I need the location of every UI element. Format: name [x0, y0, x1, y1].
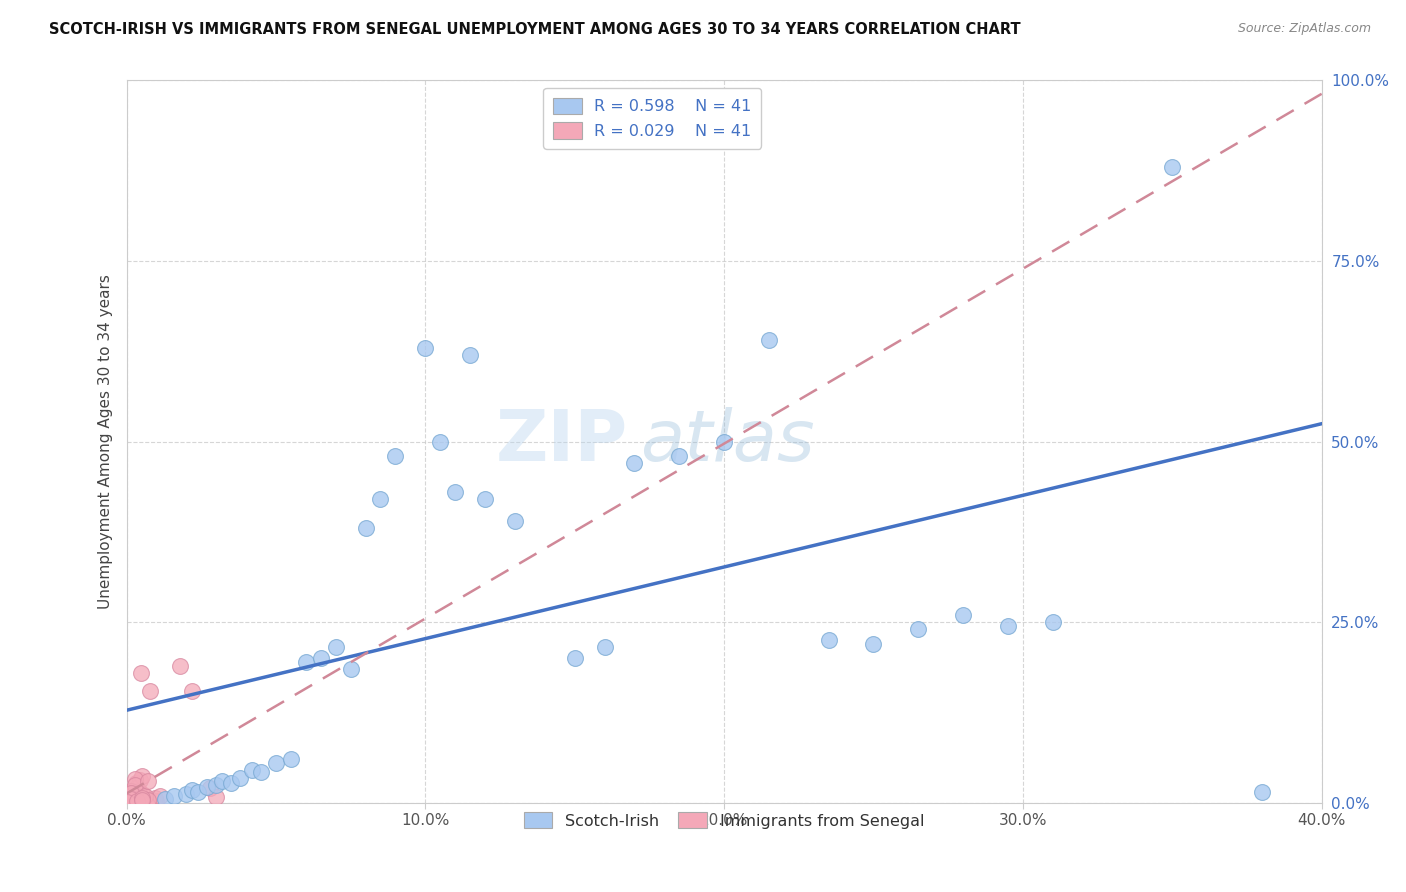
Point	[181, 683, 204, 698]
Point	[136, 773, 159, 788]
Point	[124, 778, 146, 792]
Point	[294, 655, 316, 669]
Point	[817, 633, 839, 648]
Point	[149, 789, 172, 804]
Point	[713, 434, 735, 449]
Point	[593, 640, 616, 655]
Point	[205, 790, 228, 805]
Point	[668, 449, 690, 463]
Point	[564, 651, 586, 665]
Point	[264, 756, 287, 770]
Point	[354, 521, 377, 535]
Point	[121, 786, 143, 800]
Point	[240, 764, 263, 778]
Point	[115, 795, 138, 809]
Text: atlas: atlas	[640, 407, 815, 476]
Point	[339, 662, 361, 676]
Point	[169, 658, 191, 673]
Point	[120, 784, 142, 798]
Point	[117, 788, 139, 802]
Point	[125, 789, 148, 804]
Point	[415, 341, 437, 355]
Point	[120, 787, 142, 801]
Point	[623, 456, 645, 470]
Point	[862, 637, 884, 651]
Point	[125, 788, 148, 802]
Point	[143, 791, 166, 805]
Text: ZIP: ZIP	[496, 407, 628, 476]
Point	[124, 781, 146, 796]
Point	[118, 792, 141, 806]
Point	[1042, 615, 1064, 630]
Text: SCOTCH-IRISH VS IMMIGRANTS FROM SENEGAL UNEMPLOYMENT AMONG AGES 30 TO 34 YEARS C: SCOTCH-IRISH VS IMMIGRANTS FROM SENEGAL …	[49, 22, 1021, 37]
Point	[211, 774, 233, 789]
Point	[384, 449, 406, 463]
Point	[127, 790, 149, 805]
Point	[129, 773, 152, 788]
Point	[370, 492, 392, 507]
Point	[444, 485, 467, 500]
Point	[458, 348, 481, 362]
Point	[229, 771, 252, 785]
Point	[250, 765, 273, 780]
Legend: Scotch-Irish, Immigrants from Senegal: Scotch-Irish, Immigrants from Senegal	[515, 803, 934, 838]
Point	[758, 334, 780, 348]
Point	[121, 793, 143, 807]
Point	[200, 781, 222, 796]
Point	[139, 683, 162, 698]
Point	[163, 789, 186, 803]
Point	[115, 791, 138, 805]
Point	[145, 794, 167, 808]
Point	[128, 783, 150, 797]
Point	[136, 792, 159, 806]
Point	[124, 772, 146, 786]
Text: Source: ZipAtlas.com: Source: ZipAtlas.com	[1237, 22, 1371, 36]
Y-axis label: Unemployment Among Ages 30 to 34 years: Unemployment Among Ages 30 to 34 years	[97, 274, 112, 609]
Point	[120, 792, 142, 806]
Point	[187, 785, 209, 799]
Point	[325, 640, 347, 655]
Point	[280, 752, 302, 766]
Point	[134, 789, 156, 804]
Point	[181, 782, 204, 797]
Point	[131, 665, 153, 680]
Point	[952, 607, 974, 622]
Point	[219, 775, 242, 789]
Point	[124, 791, 146, 805]
Point	[131, 793, 153, 807]
Point	[128, 786, 150, 800]
Point	[907, 623, 929, 637]
Point	[131, 769, 153, 783]
Point	[125, 776, 148, 790]
Point	[1161, 160, 1184, 174]
Point	[195, 780, 218, 794]
Point	[131, 787, 153, 801]
Point	[1251, 785, 1274, 799]
Point	[174, 787, 197, 801]
Point	[127, 794, 149, 808]
Point	[131, 791, 153, 805]
Point	[474, 492, 496, 507]
Point	[131, 788, 153, 802]
Point	[155, 792, 177, 806]
Point	[136, 795, 159, 809]
Point	[429, 434, 451, 449]
Point	[503, 514, 526, 528]
Point	[997, 619, 1019, 633]
Point	[309, 651, 332, 665]
Point	[205, 778, 228, 792]
Point	[122, 785, 145, 799]
Point	[124, 790, 146, 805]
